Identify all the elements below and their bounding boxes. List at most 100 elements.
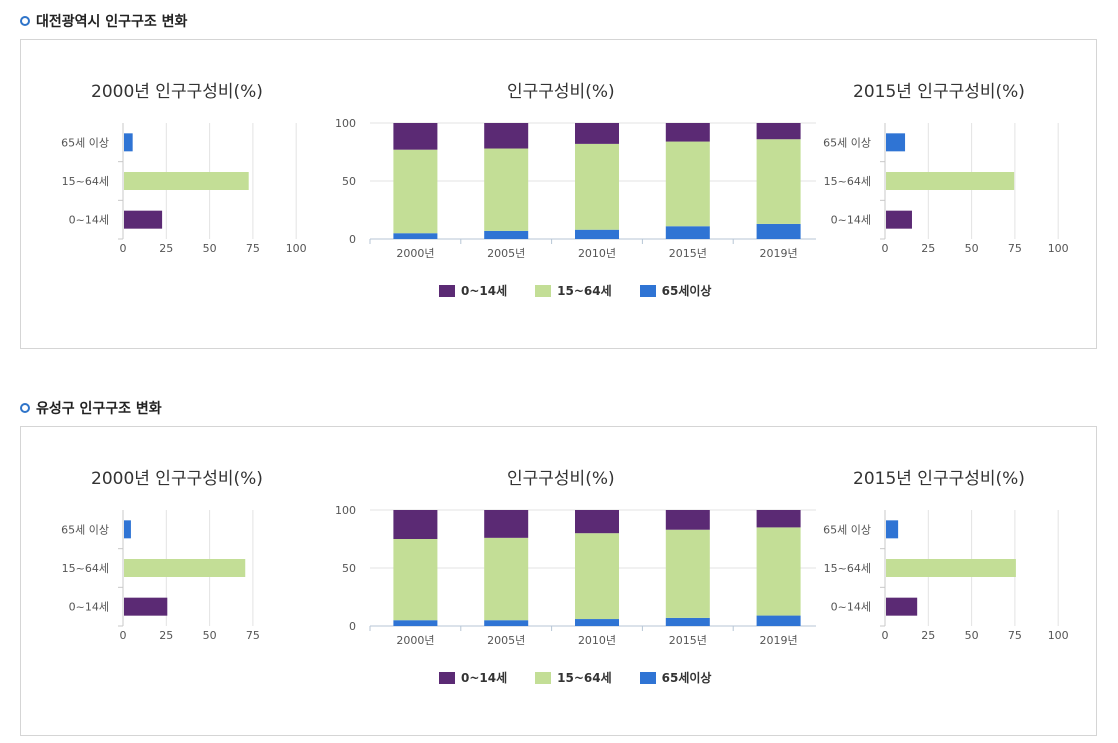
y-tick-label: 15~64세 (62, 562, 109, 575)
legend-item-65[interactable]: 65세이상 (639, 282, 712, 299)
bar-segment (484, 537, 529, 621)
bar (124, 559, 246, 577)
x-tick-label: 2019년 (760, 634, 798, 647)
bar (886, 520, 899, 539)
bar-segment (393, 539, 438, 621)
x-tick-label: 100 (1048, 629, 1069, 642)
legend-label: 15~64세 (557, 671, 612, 685)
x-tick-label: 0 (120, 629, 127, 642)
bar-segment (665, 529, 710, 618)
x-tick-label: 0 (882, 242, 889, 255)
bar-segment (665, 123, 710, 142)
x-tick-label: 75 (1008, 242, 1022, 255)
y-tick-label: 0 (349, 620, 356, 633)
bar-segment (575, 143, 619, 230)
bar-segment (393, 510, 438, 539)
bar-segment (575, 619, 619, 626)
right-chart-title: 2015년 인구구성비(%) (853, 469, 1025, 489)
legend-item-0-14[interactable]: 0~14세 (439, 282, 507, 299)
x-tick-label: 25 (921, 629, 935, 642)
legend-item-65[interactable]: 65세이상 (639, 669, 711, 686)
bar (886, 597, 918, 616)
legend-item-15-64[interactable]: 15~64세 (535, 669, 612, 686)
bullet-icon (20, 16, 30, 26)
bar-segment (484, 510, 529, 538)
legend-swatch (439, 284, 455, 297)
legend: 0~14세 15~64세 65세이상 (439, 282, 739, 299)
legend-item-0-14[interactable]: 0~14세 (439, 669, 507, 686)
left-horizontal-bar-chart: 0 25 50 75 65세 이상 15~64세 0~14세 (61, 510, 260, 642)
bar (886, 133, 906, 152)
legend-swatch (639, 671, 656, 684)
chart-panel-yuseong: 2000년 인구구성비(%) 인구구성비(%) 2015년 인구구성비(%) 0… (20, 426, 1097, 736)
bar (886, 210, 912, 229)
section-title-text: 유성구 인구구조 변화 (36, 401, 162, 417)
bar-segment (484, 148, 529, 231)
x-tick-label: 0 (120, 242, 127, 255)
section-title-text: 대전광역시 인구구조 변화 (36, 14, 188, 30)
legend-label: 0~14세 (461, 284, 508, 298)
legend-swatch (639, 284, 656, 297)
x-tick-label: 50 (965, 629, 979, 642)
bar (124, 597, 168, 616)
bar-segment (756, 510, 801, 528)
y-tick-label: 15~64세 (62, 175, 109, 188)
x-tick-label: 25 (921, 242, 935, 255)
bar-segment (756, 223, 801, 239)
x-tick-label: 0 (882, 629, 889, 642)
x-tick-label: 2015년 (669, 634, 707, 647)
legend-label: 65세이상 (661, 284, 712, 298)
y-tick-label: 50 (342, 175, 356, 188)
y-tick-label: 0~14세 (831, 601, 871, 614)
y-tick-label: 100 (335, 117, 356, 130)
legend-label: 0~14세 (461, 671, 508, 685)
chart-panel-daejeon: 2000년 인구구성비(%) 인구구성비(%) 2015년 인구구성비(%) 0… (20, 39, 1097, 349)
bar-segment (575, 510, 619, 534)
bar (124, 210, 163, 229)
bar-segment (756, 139, 801, 224)
center-stacked-bar-chart: 0 50 100 2000년 2005년 2010년 2015년 2019년 (335, 117, 816, 260)
bar-segment (665, 510, 710, 530)
bar-segment (484, 620, 529, 626)
center-chart-title: 인구구성비(%) (507, 469, 615, 489)
y-tick-label: 65세 이상 (823, 136, 871, 149)
bar (124, 172, 249, 190)
y-tick-label: 65세 이상 (823, 523, 871, 536)
right-horizontal-bar-chart: 0 25 50 75 100 65세 이상 15~64세 0~14세 (823, 510, 1069, 642)
bar (124, 133, 133, 152)
section-title-yuseong: 유성구 인구구조 변화 (20, 398, 162, 418)
legend-label: 15~64세 (557, 284, 612, 298)
left-chart-title: 2000년 인구구성비(%) (91, 82, 263, 102)
x-tick-label: 50 (203, 242, 217, 255)
bar-segment (393, 233, 438, 239)
x-tick-label: 2000년 (396, 247, 434, 260)
legend: 0~14세 15~64세 65세이상 (439, 669, 739, 686)
x-tick-label: 50 (203, 629, 217, 642)
bar-segment (393, 123, 438, 150)
bar-segment (665, 141, 710, 227)
x-tick-label: 25 (159, 629, 173, 642)
x-tick-label: 2005년 (487, 634, 525, 647)
y-tick-label: 65세 이상 (61, 523, 109, 536)
right-horizontal-bar-chart: 0 25 50 75 100 65세 이상 15~64세 0~14세 (823, 123, 1069, 255)
bar-segment (575, 229, 619, 239)
legend-item-15-64[interactable]: 15~64세 (535, 282, 612, 299)
center-chart-title: 인구구성비(%) (507, 82, 615, 102)
y-tick-label: 15~64세 (824, 175, 871, 188)
y-tick-label: 100 (335, 504, 356, 517)
section-title-daejeon: 대전광역시 인구구조 변화 (20, 11, 187, 31)
x-tick-label: 100 (1048, 242, 1069, 255)
legend-swatch (535, 671, 552, 684)
y-tick-label: 0 (349, 233, 356, 246)
bar-segment (665, 617, 710, 626)
y-tick-label: 0~14세 (69, 214, 109, 227)
bar-segment (665, 226, 710, 239)
x-tick-label: 2005년 (487, 247, 525, 260)
bar-segment (484, 230, 529, 239)
right-chart-title: 2015년 인구구성비(%) (853, 82, 1025, 102)
center-stacked-bar-chart: 0 50 100 2000년 2005년 2010년 2015년 2019년 (335, 504, 816, 647)
bar-segment (575, 533, 619, 620)
x-tick-label: 75 (1008, 629, 1022, 642)
left-horizontal-bar-chart: 0 25 50 75 100 65세 이상 15~64세 0~14세 (61, 123, 307, 255)
y-tick-label: 15~64세 (824, 562, 871, 575)
